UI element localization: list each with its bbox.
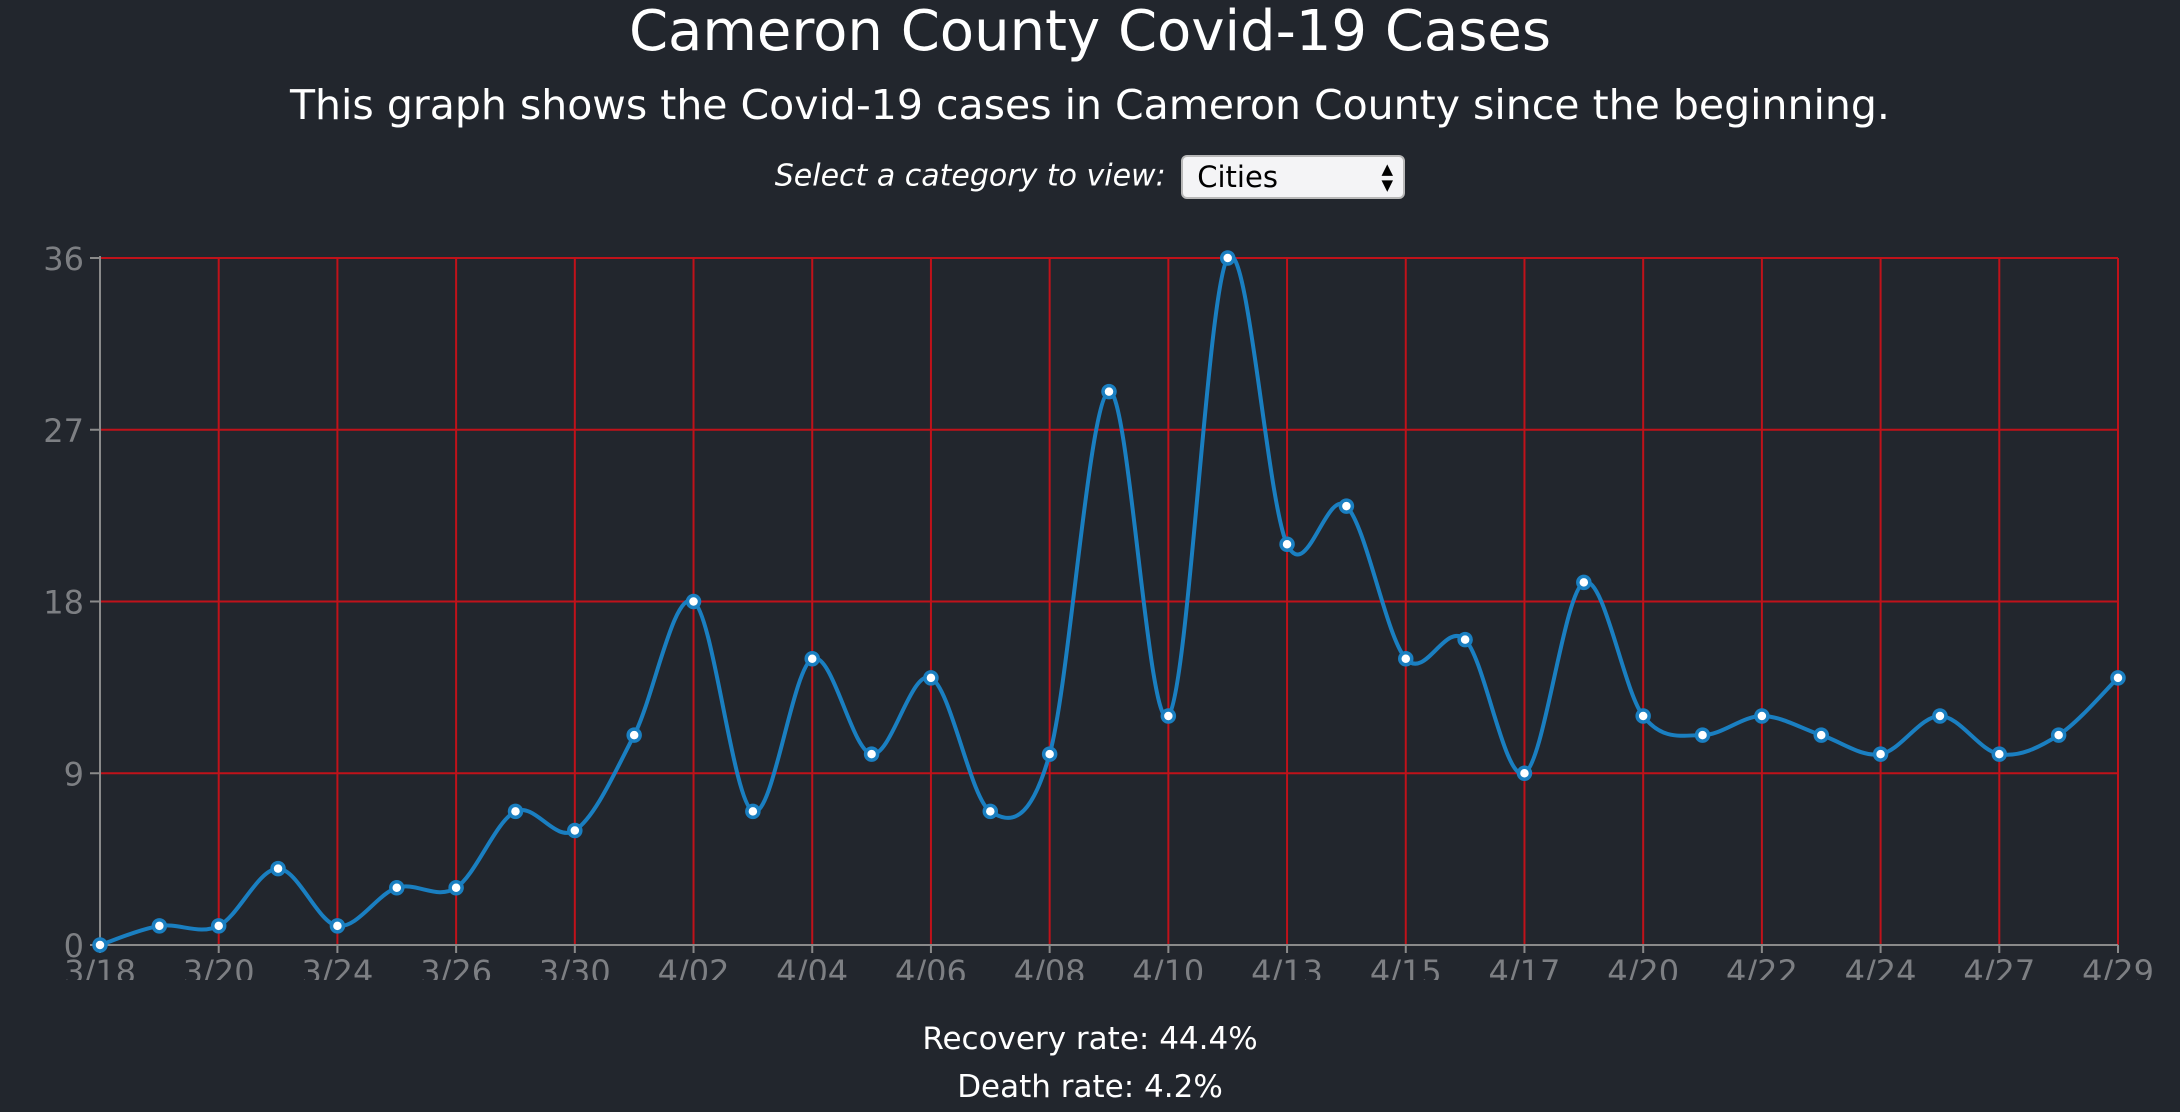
data-point [1338,498,1355,514]
y-tick-label: 0 [64,927,84,965]
y-tick-label: 27 [43,412,84,450]
x-tick-label: 4/06 [895,953,967,980]
x-tick-label: 4/17 [1489,953,1561,980]
recovery-rate: Recovery rate: 44.4% [922,1021,1258,1057]
x-tick-label: 4/10 [1132,953,1204,980]
data-point [270,860,286,877]
y-tick-label: 36 [43,240,84,278]
category-select[interactable]: Cities ▲ ▼ [1181,154,1406,199]
x-tick-label: 4/24 [1845,953,1917,980]
data-point [567,822,583,839]
data-point [863,746,880,762]
data-point [210,918,227,934]
data-point [329,918,346,934]
data-point [1398,651,1414,667]
category-select-value: Cities [1197,159,1278,194]
data-point [1991,746,2008,762]
x-tick-label: 4/22 [1726,953,1798,980]
data-point [1516,765,1533,781]
data-point [151,918,168,934]
y-tick-label: 9 [64,755,84,793]
category-selector-label: Select a category to view: [774,158,1166,194]
data-point [92,937,108,953]
select-arrows-icon: ▲ ▼ [1381,159,1394,194]
data-point [923,670,939,686]
data-point [1932,708,1948,724]
data-point [982,803,999,820]
data-point [2110,670,2126,686]
data-point [1694,727,1711,743]
x-tick-label: 3/20 [183,953,255,980]
x-tick-label: 3/26 [420,953,492,980]
data-point [1635,708,1651,724]
x-tick-label: 4/08 [1014,953,1086,980]
data-point [2050,727,2067,743]
y-tick-label: 18 [43,584,84,622]
data-point [685,593,702,610]
x-tick-label: 4/04 [776,953,848,980]
data-point [1160,708,1177,724]
x-tick-label: 3/30 [539,953,611,980]
cases-series-line [99,253,2120,947]
data-point [1219,250,1236,266]
x-tick-label: 3/18 [64,953,136,980]
data-point [1041,746,1058,762]
data-point [745,803,761,820]
x-tick-label: 4/13 [1251,953,1323,980]
x-tick-label: 4/29 [2082,953,2154,980]
x-tick-label: 4/02 [658,953,730,980]
x-tick-label: 4/27 [1963,953,2035,980]
data-point [1872,746,1889,762]
data-point [804,651,820,667]
page-subtitle: This graph shows the Covid-19 cases in C… [290,81,1890,129]
page-title: Cameron County Covid-19 Cases [628,0,1552,64]
data-point [1813,727,1829,743]
data-point [1754,708,1770,724]
x-tick-label: 4/20 [1607,953,1679,980]
cases-line-chart: 0 9 18 27 36 3/18 3/20 3/24 3/26 3/30 4/02 4/04 4/06… [43,240,2154,980]
category-selector-row: Select a category to view: Cities ▲ ▼ [0,152,2180,201]
x-tick-label: 4/15 [1370,953,1442,980]
data-point [1101,383,1117,400]
data-point [389,880,405,896]
data-point [507,803,524,820]
death-rate: Death rate: 4.2% [957,1069,1223,1105]
x-tick-label: 3/24 [301,953,373,980]
data-point [626,727,642,743]
data-point [1279,536,1295,552]
data-point [448,880,464,896]
data-point [1576,574,1592,591]
data-point [1457,631,1473,648]
